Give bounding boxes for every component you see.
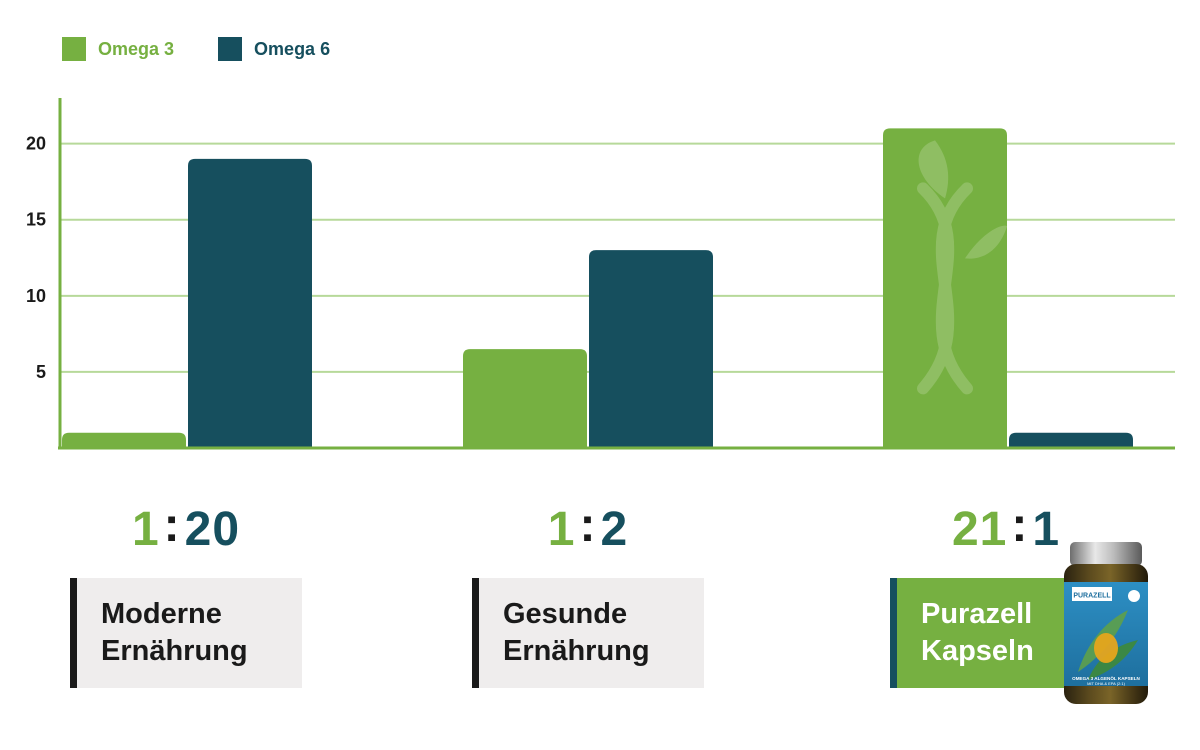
bar-omega-6-3 [1009,432,1133,448]
legend-swatch-omega-3 [62,37,86,61]
ratio-omega6-part: 1 [1032,503,1061,556]
bar-omega-6-1 [188,158,312,448]
category-label-line2: Ernährung [503,635,650,667]
product-label-subtext: MIT DHA & EPA (2:1) [1087,681,1126,686]
oil-drop-icon [1094,633,1118,663]
legend-label-omega-6: Omega 6 [254,38,331,59]
category-label-line1: Gesunde [503,598,628,630]
y-axis-ticks: 5 10 15 20 [26,134,46,382]
product-label-text: OMEGA 3 ALGENÖL KAPSELN [1072,675,1140,681]
ratio-omega3-part: 1 [547,503,576,556]
ratio-separator: : [1011,499,1029,552]
ratio-omega6-part: 20 [184,503,241,556]
ratio-purazell: 21:1 [876,499,1136,560]
ratio-gesunde: 1:2 [458,499,718,560]
y-tick-label: 20 [26,134,46,154]
legend-swatch-omega-6 [218,37,243,61]
bar-chart: 5 10 15 20 [26,98,1175,450]
bar-omega-3-2 [463,349,587,448]
bar-omega-6-2 [589,250,713,448]
capsule-jar-icon: PURAZELL OMEGA 3 ALGENÖL KAPSELN MIT DHA… [1064,542,1148,704]
category-label-line2: Kapseln [921,635,1034,667]
bar-omega-3-3 [883,128,1007,448]
ratio-moderne: 1:20 [56,499,316,560]
jar-cap [1070,542,1142,566]
bar-omega-3-1 [62,432,186,448]
y-tick-label: 5 [36,362,46,382]
legend-item-omega-6: Omega 6 [218,37,330,61]
category-label-line1: Moderne [101,598,222,630]
legend-item-omega-3: Omega 3 [62,37,174,61]
bars [62,128,1133,448]
y-tick-label: 10 [26,286,46,306]
brand-badge [1072,587,1112,601]
ratio-omega6-part: 2 [600,503,629,556]
dna-leaf-watermark-icon [917,140,1007,395]
category-card-purazell: Purazell Kapseln [890,578,1090,688]
vegan-badge-icon [1128,590,1140,602]
legend-label-omega-3: Omega 3 [98,38,175,59]
ratio-separator: : [163,499,181,552]
category-card-gesunde: Gesunde Ernährung [472,578,704,688]
product-brand: PURAZELL [1073,593,1111,600]
category-label-line2: Ernährung [101,635,248,667]
ratio-omega3-part: 21 [951,503,1008,556]
ratio-omega3-part: 1 [131,503,160,556]
y-tick-label: 15 [26,210,46,230]
legend: Omega 3 Omega 6 [62,36,374,62]
category-card-moderne: Moderne Ernährung [70,578,302,688]
ratio-separator: : [579,499,597,552]
category-label-line1: Purazell [921,598,1033,630]
